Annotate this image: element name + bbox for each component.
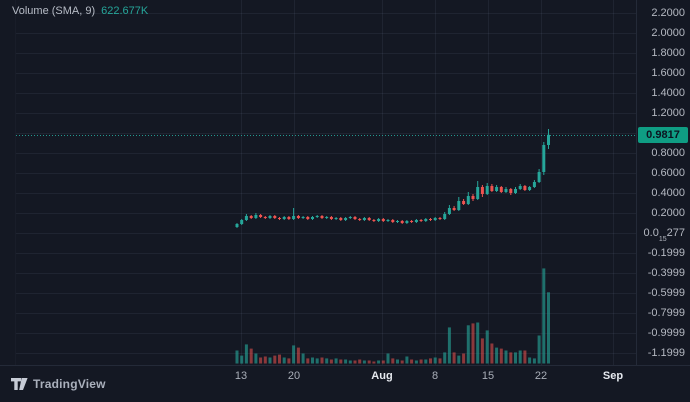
last-price-badge: 0.9817	[638, 126, 688, 143]
time-axis-label: 13	[234, 370, 248, 382]
volume-indicator-value: 622.677K	[101, 5, 149, 17]
tradingview-watermark[interactable]: TradingView	[11, 377, 106, 391]
time-axis-label: 20	[287, 370, 301, 382]
time-axis[interactable]: 13 20 Aug 8 15 22 Sep	[0, 365, 690, 402]
plot-left-border	[15, 0, 16, 365]
price-axis-label: 0.8000	[651, 147, 685, 159]
tradingview-logo-icon	[11, 378, 28, 390]
price-axis-label: -1.1999	[647, 347, 685, 359]
price-axis-label: 1.8000	[651, 47, 685, 59]
price-axis-label: 0.6000	[651, 167, 685, 179]
price-axis-label: 0.2000	[651, 207, 685, 219]
time-axis-label: 22	[534, 370, 548, 382]
price-axis-label: -0.7999	[647, 307, 685, 319]
price-axis-label: 1.6000	[651, 67, 685, 79]
volume-indicator-legend[interactable]: Volume (SMA, 9) 622.677K	[12, 5, 148, 17]
volume-indicator-title: Volume (SMA, 9)	[12, 5, 96, 17]
tradingview-logo-text: TradingView	[33, 377, 106, 391]
price-axis-label: -0.1999	[647, 247, 685, 259]
price-axis-label: 0.015277	[643, 227, 685, 244]
price-axis[interactable]: 2.2000 2.0000 1.8000 1.6000 1.4000 1.2000 0.80…	[636, 0, 690, 365]
price-axis-label: -0.9999	[647, 327, 685, 339]
price-axis-label: 1.4000	[651, 87, 685, 99]
price-axis-label: 2.2000	[651, 7, 685, 19]
price-axis-label: -0.5999	[647, 287, 685, 299]
time-axis-label: 8	[431, 370, 439, 382]
time-axis-label: Aug	[371, 370, 393, 382]
price-axis-label: 0.4000	[651, 187, 685, 199]
time-axis-label: Sep	[602, 370, 624, 382]
time-axis-label: 15	[481, 370, 495, 382]
price-axis-label: 2.0000	[651, 27, 685, 39]
price-axis-label: 1.2000	[651, 107, 685, 119]
price-axis-label: -0.3999	[647, 267, 685, 279]
